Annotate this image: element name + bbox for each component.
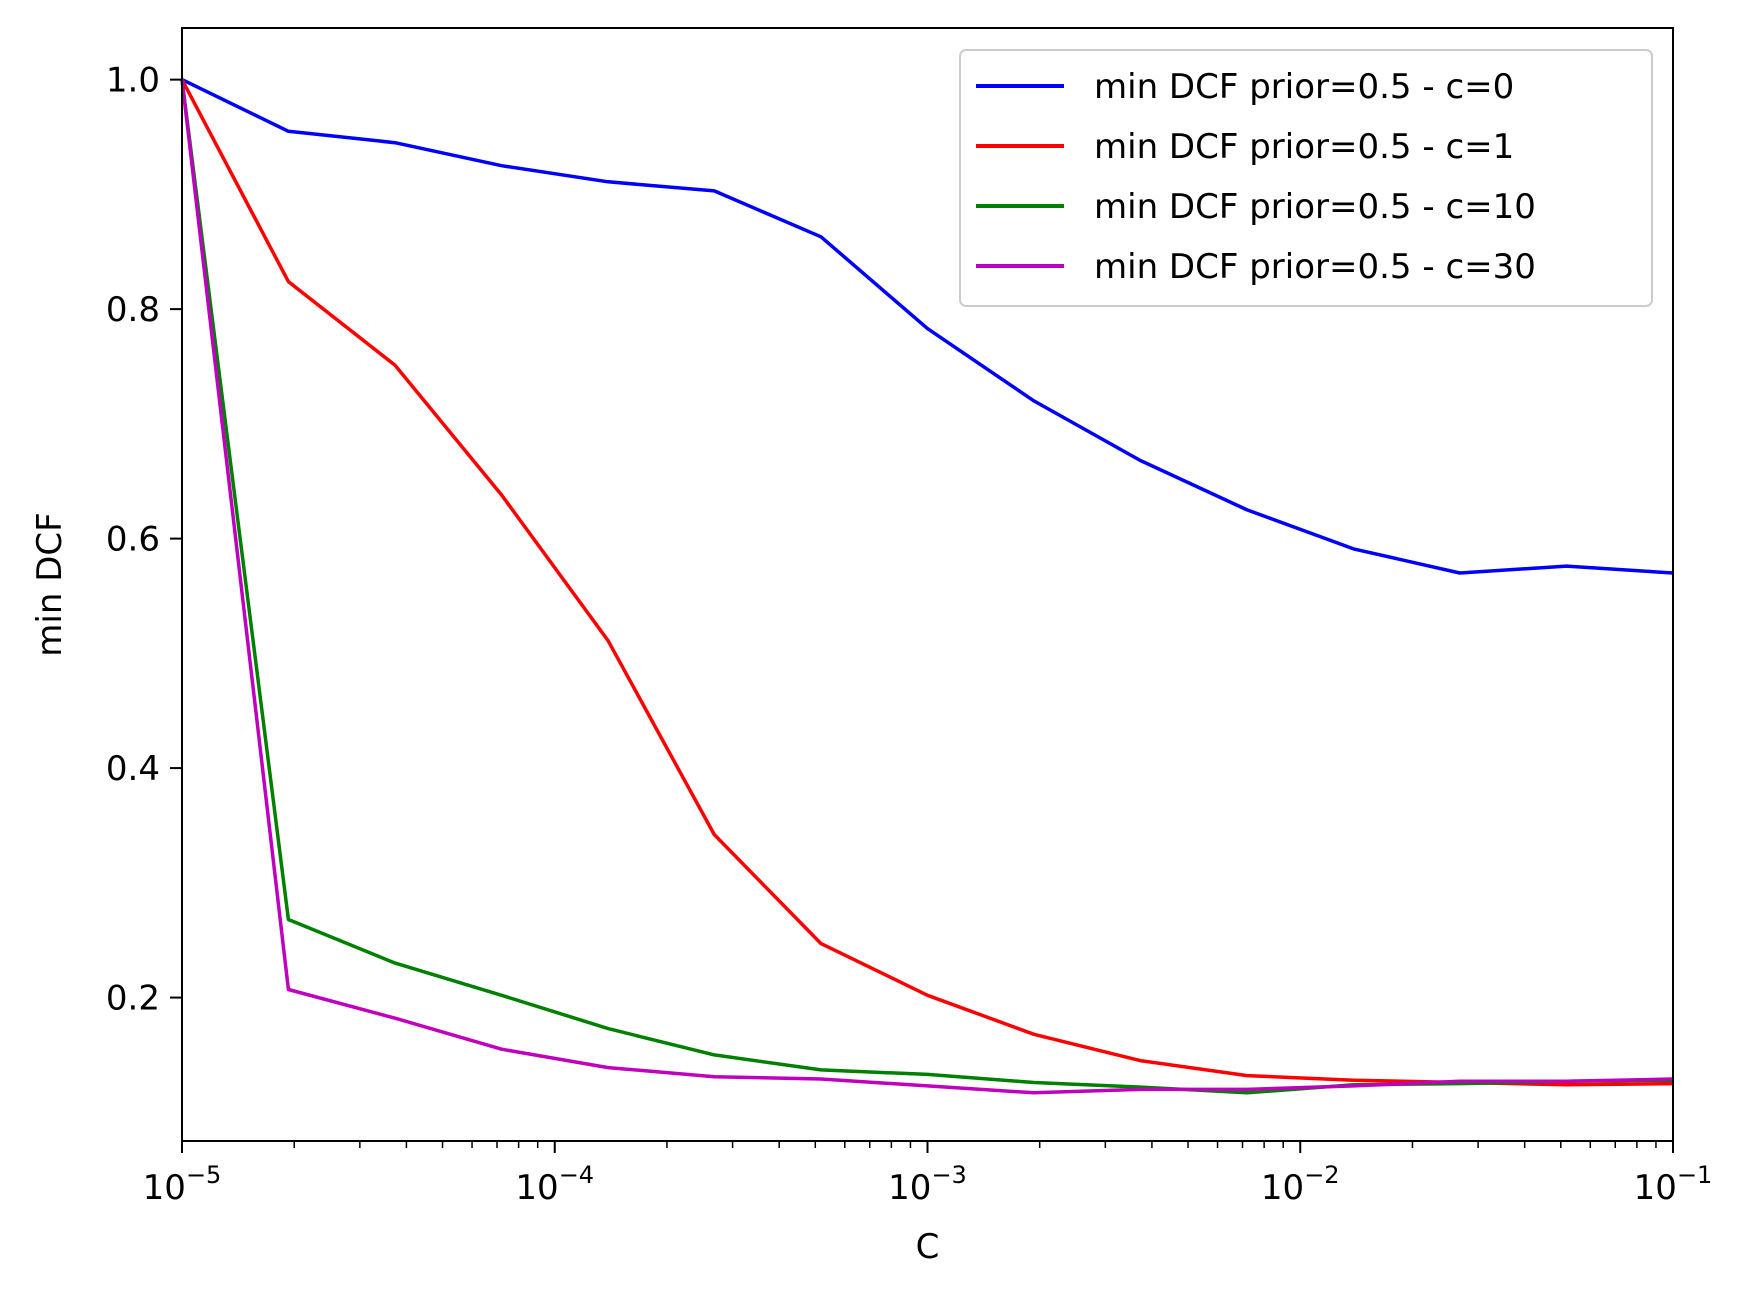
x-tick-label: 10−1 bbox=[1634, 1161, 1713, 1208]
legend-label-1: min DCF prior=0.5 - c=1 bbox=[1094, 127, 1514, 167]
x-tick-label: 10−3 bbox=[888, 1161, 967, 1208]
x-tick-label: 10−5 bbox=[143, 1161, 222, 1208]
legend-label-2: min DCF prior=0.5 - c=10 bbox=[1094, 187, 1536, 227]
x-tick-label: 10−2 bbox=[1261, 1161, 1340, 1208]
series-line-3 bbox=[180, 79, 1674, 1095]
y-tick-label: 0.4 bbox=[106, 749, 160, 789]
series-layer bbox=[180, 78, 1674, 1095]
series-line-0 bbox=[181, 78, 1674, 575]
x-axis-title: C bbox=[916, 1227, 940, 1267]
y-axis-title: min DCF bbox=[30, 512, 70, 656]
y-tick-label: 0.6 bbox=[106, 520, 160, 560]
legend-box bbox=[959, 49, 1653, 307]
y-axis: 0.2 0.4 0.6 0.8 1.0 bbox=[106, 61, 182, 1019]
legend: min DCF prior=0.5 - c=0 min DCF prior=0.5… bbox=[959, 49, 1653, 307]
legend-label-0: min DCF prior=0.5 - c=0 bbox=[1094, 67, 1514, 107]
y-tick-label: 0.2 bbox=[106, 979, 160, 1019]
x-tick-label: 10−4 bbox=[515, 1161, 594, 1208]
y-tick-label: 0.8 bbox=[106, 290, 160, 330]
x-axis: 10−5 10−4 10−3 10−2 10−1 bbox=[143, 1141, 1713, 1208]
legend-label-3: min DCF prior=0.5 - c=30 bbox=[1094, 247, 1536, 287]
y-tick-label: 1.0 bbox=[106, 61, 160, 101]
